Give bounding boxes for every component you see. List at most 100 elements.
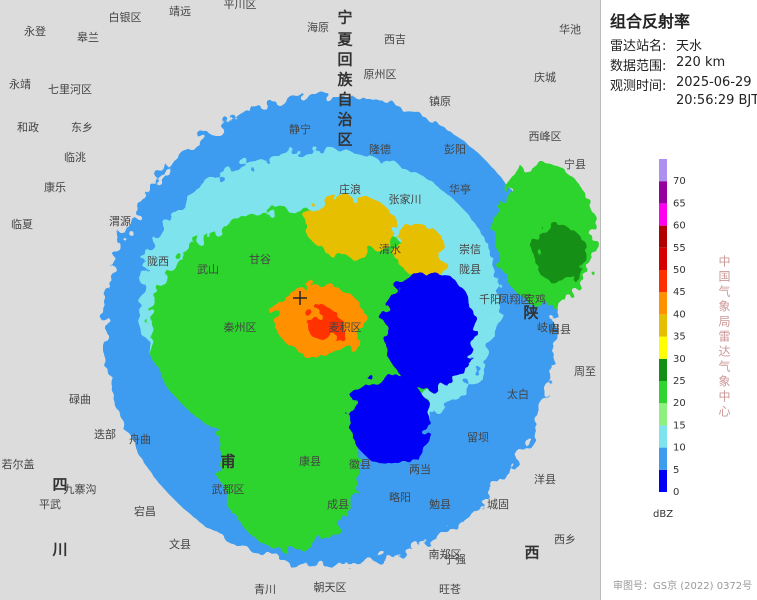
region-label: 自 — [337, 91, 352, 109]
legend-tick-label: 5 — [673, 465, 679, 476]
place-label: 张家川 — [389, 192, 422, 206]
place-label: 平川区 — [224, 0, 257, 11]
place-label: 庆城 — [534, 70, 556, 84]
place-label: 和政 — [17, 120, 39, 134]
place-label: 彭阳 — [444, 142, 466, 156]
place-label: 南郑区 — [429, 547, 462, 561]
place-label: 若尔盖 — [2, 457, 35, 471]
place-label: 清水 — [379, 243, 401, 256]
place-label: 东乡 — [71, 121, 93, 134]
legend-tick-label: 10 — [673, 443, 686, 454]
place-label: 宝鸡 — [524, 292, 546, 306]
place-label: 武山 — [197, 263, 219, 276]
region-label: 族 — [337, 71, 353, 89]
value: 天水 — [676, 39, 703, 54]
region-label: 宁 — [337, 9, 352, 27]
legend-swatch — [659, 381, 667, 404]
place-label: 华池 — [559, 22, 581, 36]
value: 2025-06-29 — [676, 75, 752, 90]
legend-swatch — [659, 270, 667, 293]
region-label: 陕 — [523, 304, 538, 322]
legend-unit: dBZ — [653, 509, 673, 520]
place-label: 宁县 — [564, 157, 586, 171]
place-label: 文县 — [169, 537, 191, 551]
place-label: 海原 — [307, 20, 329, 34]
legend-tick-label: 60 — [673, 221, 686, 232]
place-label: 眉县 — [549, 323, 571, 336]
place-label: 留坝 — [467, 430, 489, 444]
place-label: 凤翔区 — [499, 292, 532, 306]
legend-swatch — [659, 469, 667, 492]
place-label: 朝天区 — [314, 581, 347, 594]
place-label: 西吉 — [384, 33, 406, 46]
radar-echo — [105, 95, 595, 565]
place-label: 甘谷 — [249, 253, 271, 266]
source: 中国气象局雷达气象中心 — [717, 255, 731, 420]
place-label: 太白 — [507, 387, 529, 401]
place-label: 青川 — [254, 583, 276, 596]
place-label: 周至 — [574, 365, 596, 378]
legend-swatch — [659, 247, 667, 270]
region-label: 回 — [337, 51, 352, 69]
legend-swatch — [659, 159, 667, 182]
legend-tick-label: 55 — [673, 243, 686, 254]
place-label: 平武 — [39, 498, 61, 511]
place-label: 迭部 — [94, 427, 116, 441]
place-label: 略阳 — [389, 490, 411, 504]
legend-swatch — [659, 314, 667, 337]
footer: 审图号：GS京 (2022) 0372号 — [613, 581, 753, 592]
place-label: 永登 — [24, 24, 46, 38]
region-label: 区 — [337, 131, 352, 149]
place-label: 西乡 — [554, 533, 576, 546]
legend-tick-label: 45 — [673, 287, 686, 298]
place-label: 华亭 — [449, 182, 471, 196]
place-label: 临洮 — [64, 150, 86, 164]
legend-tick-label: 20 — [673, 398, 686, 409]
value: 220 km — [676, 55, 726, 70]
station-marker — [293, 291, 307, 305]
place-label: 宕昌 — [134, 504, 156, 518]
place-label: 庄浪 — [339, 182, 361, 196]
value: 20:56:29 BJT — [676, 93, 757, 108]
place-label: 白银区 — [109, 10, 142, 24]
place-label: 陇县 — [459, 262, 481, 276]
place-label: 两当 — [409, 462, 431, 476]
legend-tick-label: 0 — [673, 487, 679, 498]
place-label: 皋兰 — [77, 30, 99, 44]
place-label: 崇信 — [459, 243, 481, 256]
legend-tick-label: 15 — [673, 420, 686, 431]
legend-tick-label: 70 — [673, 176, 686, 187]
place-label: 舟曲 — [129, 432, 151, 446]
legend-swatch — [659, 203, 667, 226]
legend-swatch — [659, 403, 667, 426]
legend-swatch — [659, 358, 667, 381]
legend-swatch — [659, 181, 667, 204]
region-label: 川 — [51, 541, 67, 559]
place-label: 静宁 — [289, 122, 311, 136]
place-label: 隆德 — [369, 142, 391, 156]
place-label: 镇原 — [429, 94, 451, 108]
place-label: 碌曲 — [69, 393, 91, 406]
info-panel: 组合反射率 雷达站名: 天水 数据范围: 220 km 观测时间: 2025-0… — [600, 0, 757, 600]
legend-tick-label: 30 — [673, 354, 686, 365]
place-label: 秦州区 — [224, 320, 257, 334]
place-label: 武都区 — [212, 483, 245, 496]
region-label: 夏 — [336, 31, 353, 49]
place-label: 靖远 — [169, 5, 191, 18]
legend-swatch — [659, 336, 667, 359]
label: 雷达站名: — [610, 39, 667, 54]
place-label: 千阳 — [479, 293, 501, 306]
legend-tick-label: 35 — [673, 332, 686, 343]
legend-tick-label: 65 — [673, 198, 686, 209]
legend-swatch — [659, 292, 667, 315]
place-label: 陇西 — [147, 254, 169, 268]
place-label: 麦积区 — [329, 321, 362, 334]
place-label: 岐山 — [537, 321, 559, 334]
place-label: 永靖 — [9, 77, 31, 91]
legend-swatch — [659, 425, 667, 448]
region-label: 西 — [524, 544, 539, 562]
place-label: 勉县 — [429, 497, 451, 511]
title: 组合反射率 — [610, 12, 691, 31]
legend-swatch — [659, 225, 667, 248]
